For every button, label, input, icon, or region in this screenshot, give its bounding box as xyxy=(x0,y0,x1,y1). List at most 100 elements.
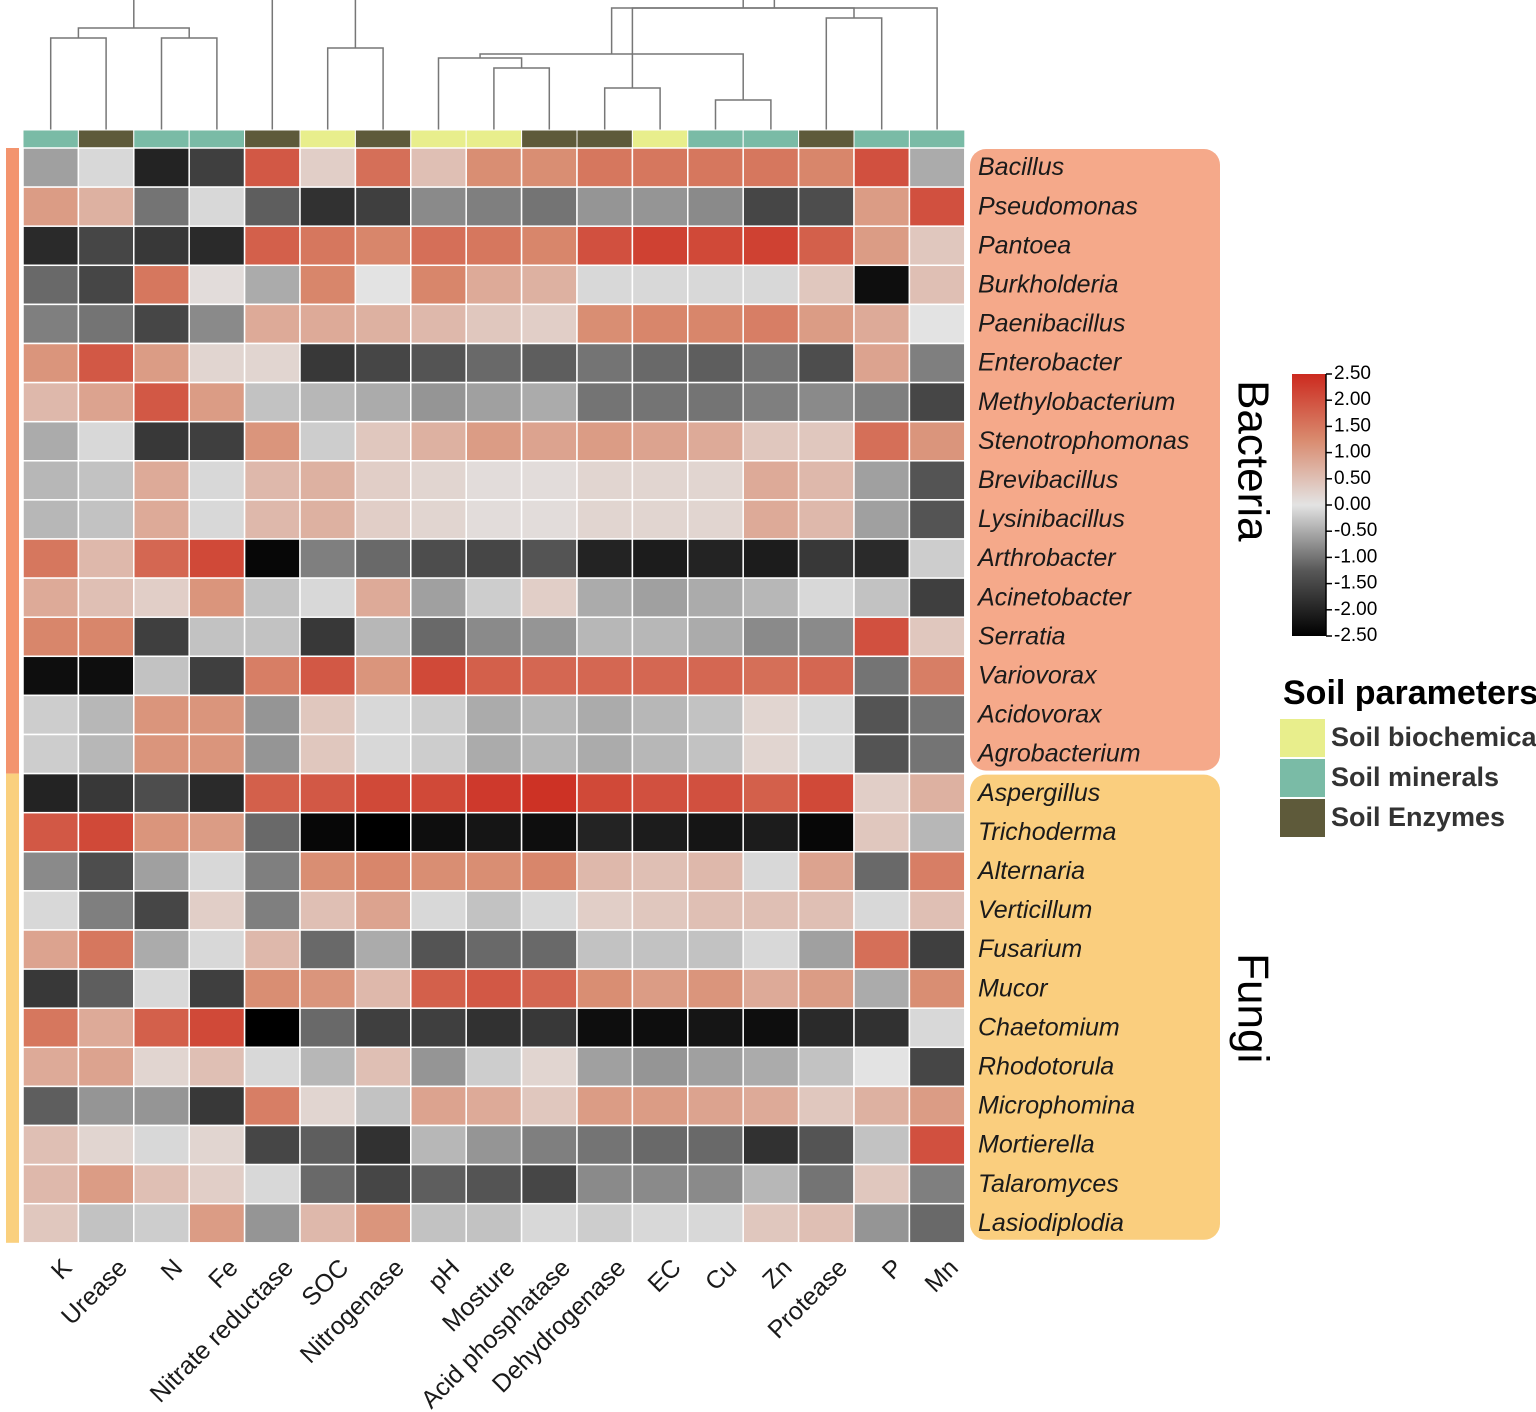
cell-chaetomium-cu xyxy=(687,1007,744,1049)
cell-lysinibacillus-acid-phosphatase xyxy=(520,499,578,540)
cell-paenibacillus-mn xyxy=(908,303,966,345)
row-labels: Bacillus Pseudomonas Pantoea Burkholderia Pa… xyxy=(976,153,1189,1237)
cell-enterobacter-protease xyxy=(797,342,855,384)
cell-serratia-cu xyxy=(687,616,744,658)
category-cell-protease xyxy=(798,129,855,149)
cell-acinetobacter-ec xyxy=(631,577,689,618)
cell-mucor-nitrogenase xyxy=(354,968,412,1009)
cell-agrobacterium-nitrate-reductase xyxy=(243,733,301,775)
cell-alternaria-cu xyxy=(687,851,744,892)
cell-pantoea-nitrogenase xyxy=(354,225,412,267)
cell-acinetobacter-protease xyxy=(797,577,855,618)
cell-alternaria-ph xyxy=(410,851,467,892)
cell-acidovorax-mn xyxy=(908,694,966,736)
cell-mucor-dehydrogenase xyxy=(576,968,634,1009)
cell-trichoderma-ph xyxy=(410,811,467,853)
cell-pantoea-k xyxy=(22,225,80,267)
cell-paenibacillus-acid-phosphatase xyxy=(520,303,578,345)
cell-methylobacterium-zn xyxy=(742,381,800,423)
cell-arthrobacter-nitrate-reductase xyxy=(243,538,301,579)
cell-pseudomonas-ph xyxy=(410,186,467,227)
cell-enterobacter-zn xyxy=(742,342,800,384)
cell-arthrobacter-fe xyxy=(188,538,246,579)
cell-bacillus-zn xyxy=(742,147,800,188)
cell-pantoea-urease xyxy=(77,225,135,267)
cell-acinetobacter-fe xyxy=(188,577,246,618)
dendrogram-branch xyxy=(354,0,744,48)
cell-acidovorax-k xyxy=(22,694,80,736)
cell-paenibacillus-ec xyxy=(631,303,689,345)
cell-fusarium-soc xyxy=(299,929,357,970)
cell-serratia-p xyxy=(853,616,911,658)
cell-alternaria-nitrate-reductase xyxy=(243,851,301,892)
row-label-mucor: Mucor xyxy=(978,974,1049,1002)
row-group-background-bacteria xyxy=(970,149,1220,771)
cell-alternaria-ec xyxy=(631,851,689,892)
cell-acinetobacter-zn xyxy=(742,577,800,618)
category-cell-dehydrogenase xyxy=(576,129,633,149)
cell-verticillum-ph xyxy=(410,890,467,931)
column-label-mn: Mn xyxy=(919,1254,963,1298)
cell-talaromyces-ph xyxy=(410,1163,467,1205)
cell-methylobacterium-acid-phosphatase xyxy=(520,381,578,423)
colorbar-tick-label: -0.50 xyxy=(1334,520,1377,541)
cell-agrobacterium-acid-phosphatase xyxy=(520,733,578,775)
row-group-label-fungi: Fungi xyxy=(1228,953,1277,1063)
row-label-agrobacterium: Agrobacterium xyxy=(976,740,1141,768)
cell-arthrobacter-urease xyxy=(77,538,135,579)
cell-fusarium-urease xyxy=(77,929,135,970)
row-label-serratia: Serratia xyxy=(978,622,1066,650)
cell-arthrobacter-zn xyxy=(742,538,800,579)
cell-paenibacillus-urease xyxy=(77,303,135,345)
cell-variovorax-nitrate-reductase xyxy=(243,655,301,697)
row-label-fusarium: Fusarium xyxy=(978,935,1082,963)
cell-alternaria-protease xyxy=(797,851,855,892)
cell-lysinibacillus-n xyxy=(133,499,190,540)
cell-aspergillus-cu xyxy=(687,772,744,814)
cell-pseudomonas-p xyxy=(853,186,911,227)
cell-bacillus-ec xyxy=(631,147,689,188)
category-cell-mn xyxy=(908,129,966,149)
soil-parameters-legend: Soil parameters Soil biochemical Soil mine… xyxy=(1280,674,1536,837)
cell-verticillum-ec xyxy=(631,890,689,931)
cell-trichoderma-zn xyxy=(742,811,800,853)
cell-trichoderma-ec xyxy=(631,811,689,853)
cell-mortierella-soc xyxy=(299,1124,357,1166)
row-label-burkholderia: Burkholderia xyxy=(978,270,1118,298)
cell-chaetomium-ec xyxy=(631,1007,689,1049)
cell-bacillus-protease xyxy=(797,147,855,188)
cell-fusarium-nitrogenase xyxy=(354,929,412,970)
cell-pseudomonas-soc xyxy=(299,186,357,227)
cell-mortierella-p xyxy=(853,1124,911,1166)
cell-microphomina-p xyxy=(853,1085,911,1127)
cell-verticillum-mn xyxy=(908,890,966,931)
cell-burkholderia-ec xyxy=(631,264,689,306)
cell-pantoea-mn xyxy=(908,225,966,267)
cell-microphomina-fe xyxy=(188,1085,246,1127)
cell-pseudomonas-mosture xyxy=(465,186,523,227)
row-label-acinetobacter: Acinetobacter xyxy=(976,583,1133,611)
row-group-bar-fungi xyxy=(6,773,19,1243)
cell-fusarium-k xyxy=(22,929,80,970)
dendrogram-branch xyxy=(603,87,661,130)
cell-mucor-nitrate-reductase xyxy=(243,968,301,1009)
row-label-paenibacillus: Paenibacillus xyxy=(978,310,1125,338)
cell-variovorax-zn xyxy=(742,655,800,697)
cell-lysinibacillus-nitrogenase xyxy=(354,499,412,540)
cell-acidovorax-soc xyxy=(299,694,357,736)
cell-talaromyces-nitrogenase xyxy=(354,1163,412,1205)
cell-acinetobacter-cu xyxy=(687,577,744,618)
cell-serratia-nitrogenase xyxy=(354,616,412,658)
cell-acinetobacter-p xyxy=(853,577,911,618)
cell-rhodotorula-fe xyxy=(188,1046,246,1088)
cell-arthrobacter-cu xyxy=(687,538,744,579)
cell-pantoea-n xyxy=(133,225,190,267)
cell-bacillus-cu xyxy=(687,147,744,188)
cell-alternaria-urease xyxy=(77,851,135,892)
cell-lysinibacillus-fe xyxy=(188,499,246,540)
cell-arthrobacter-mn xyxy=(908,538,966,579)
cell-agrobacterium-k xyxy=(22,733,80,775)
column-label-ph: pH xyxy=(423,1254,465,1296)
cell-acidovorax-acid-phosphatase xyxy=(520,694,578,736)
